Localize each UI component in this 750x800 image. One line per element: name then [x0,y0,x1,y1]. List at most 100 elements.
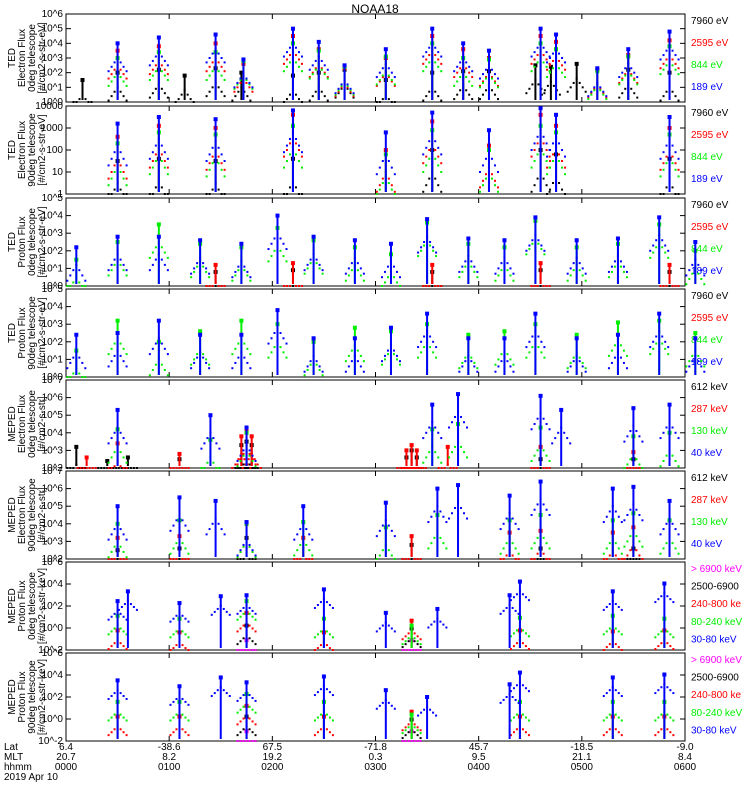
data-point [112,467,115,469]
data-point [430,26,435,31]
data-point [175,542,178,545]
data-point [119,558,122,560]
data-point [636,96,639,99]
data-point [208,272,211,275]
data-point [79,467,82,469]
data-point [216,607,219,610]
data-point [626,554,629,557]
data-point [290,26,295,31]
mlt-label: 19.2 [263,752,283,763]
data-point [422,461,425,464]
data-point [552,160,555,162]
data-point [350,349,353,352]
data-point [234,463,237,466]
y-tick-label: 10^3 [42,319,64,330]
data-point [249,467,252,469]
data-point [125,84,128,87]
data-point [251,708,254,711]
data-point [239,549,242,552]
data-point [654,734,657,737]
data-point [300,155,303,158]
data-point [500,353,503,356]
data-point [166,353,169,356]
y-axis-label: TED [7,232,18,252]
data-point [507,493,512,498]
data-point [703,283,706,286]
data-point [546,166,549,169]
data-point [478,190,481,193]
data-point [275,308,280,313]
data-point [593,89,596,92]
data-point [356,349,359,352]
data-point [125,77,128,80]
data-point [119,354,122,357]
data-point [243,342,246,345]
data-point [534,233,537,236]
data-point [267,356,270,359]
data-point [664,347,667,350]
data-point [236,558,239,560]
data-point [512,731,515,734]
data-point [512,596,515,599]
data-point [613,260,616,263]
data-point [652,251,655,254]
data-point [410,552,413,555]
data-point [125,538,128,541]
data-point [490,173,493,176]
data-point [344,279,347,282]
data-point [113,171,116,173]
data-point [569,274,572,277]
data-point [672,719,675,722]
data-point [460,445,463,448]
data-point [631,484,636,489]
data-point [398,276,401,279]
data-point [203,467,206,469]
data-point [453,84,456,87]
data-point [478,171,481,173]
data-point [285,160,288,162]
hhmm-label: 0000 [55,762,78,773]
data-point [463,451,466,454]
data-point [599,87,602,90]
data-point [198,329,203,334]
data-point [404,467,407,469]
data-point [440,285,443,287]
data-point [413,731,416,734]
data-point [413,740,416,742]
data-point [417,714,420,717]
data-point [72,269,75,272]
data-point [256,467,259,469]
data-point [248,449,251,452]
data-point [662,68,665,71]
data-point [319,630,322,633]
data-point [239,434,244,439]
data-point [107,719,110,722]
data-point [677,67,680,70]
data-point [160,55,163,58]
data-point [674,285,677,287]
data-point [234,95,237,98]
legend-entry: 2595 eV [691,313,729,324]
data-point [524,645,527,648]
data-point [558,160,561,162]
y-tick-label: 10^2 [42,246,64,257]
data-point [254,612,257,615]
data-point [668,285,671,287]
data-point [254,463,257,466]
data-point [375,84,378,87]
data-point [440,162,443,165]
data-point [198,332,203,337]
legend-entry: 40 keV [691,448,722,459]
data-point [273,249,276,252]
data-point [110,533,113,536]
data-point [84,98,87,101]
data-point [246,467,249,469]
data-point [220,153,223,156]
data-point [375,558,378,560]
data-point [536,54,539,57]
data-point [666,630,669,633]
data-point [237,342,240,345]
data-point [223,533,226,536]
data-point [247,467,250,469]
data-point [664,251,667,254]
